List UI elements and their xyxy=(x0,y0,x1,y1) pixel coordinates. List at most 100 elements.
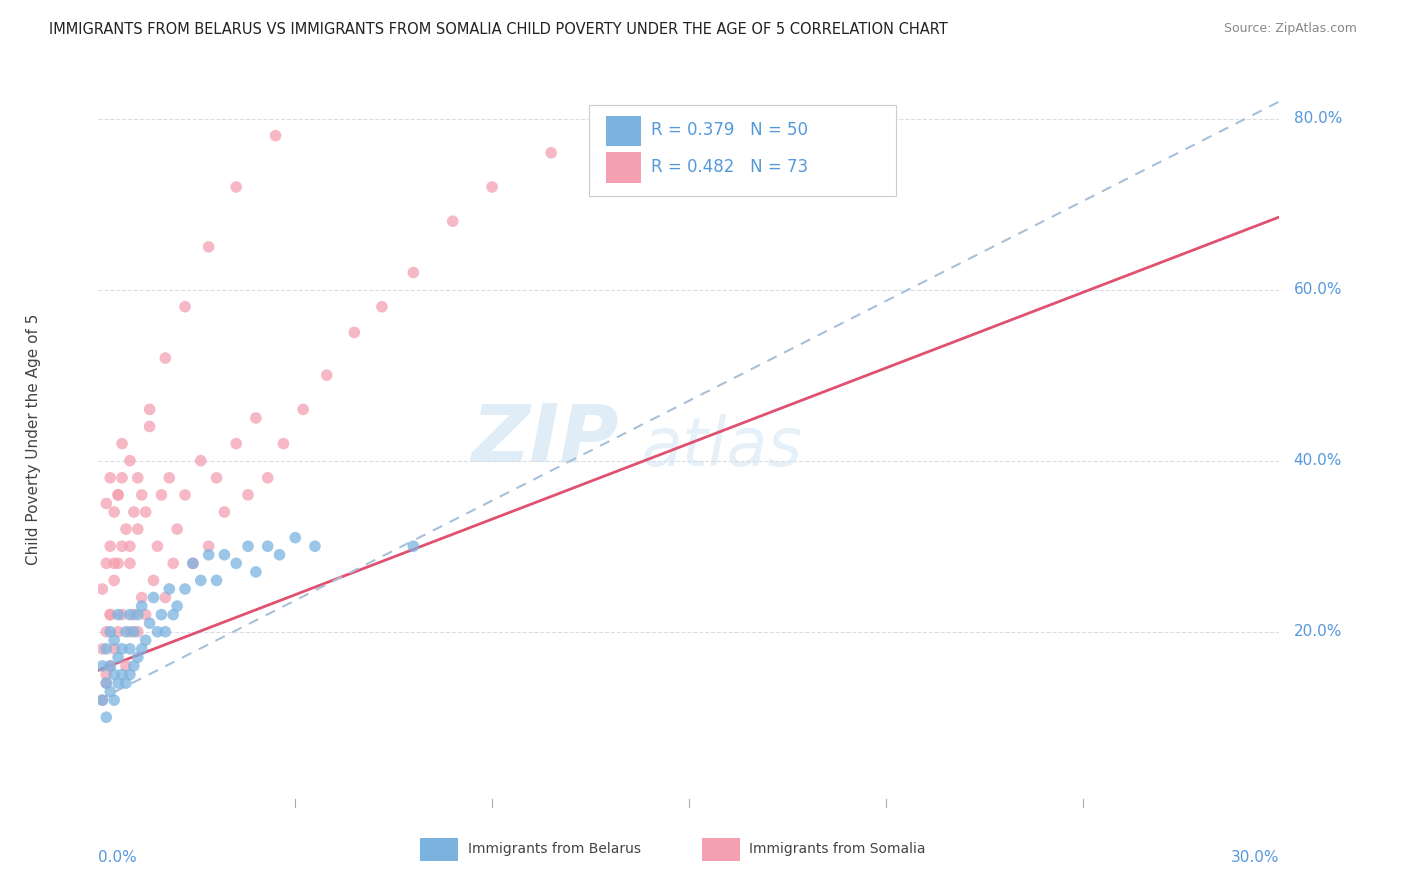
Point xyxy=(118,667,141,681)
Point xyxy=(142,574,165,588)
Point xyxy=(205,574,228,588)
Point xyxy=(197,539,219,553)
Point xyxy=(98,684,121,698)
Point xyxy=(273,436,295,450)
Point xyxy=(96,557,118,571)
Point xyxy=(127,624,149,639)
Text: ZIP: ZIP xyxy=(471,401,619,478)
Point xyxy=(269,548,291,562)
Point xyxy=(103,641,125,656)
Point xyxy=(131,591,153,605)
Point xyxy=(98,659,121,673)
Point xyxy=(122,505,145,519)
Point xyxy=(135,607,157,622)
Point xyxy=(284,531,307,545)
Point xyxy=(150,488,173,502)
Point xyxy=(190,574,212,588)
Point xyxy=(138,402,160,417)
Point xyxy=(107,488,129,502)
Point xyxy=(98,607,121,622)
Point xyxy=(122,607,145,622)
Point xyxy=(98,607,121,622)
Text: Child Poverty Under the Age of 5: Child Poverty Under the Age of 5 xyxy=(25,314,41,565)
Point xyxy=(107,488,129,502)
Point xyxy=(127,607,149,622)
Point xyxy=(214,505,236,519)
Point xyxy=(441,214,464,228)
Point xyxy=(96,710,118,724)
Point xyxy=(118,453,141,467)
Point xyxy=(304,539,326,553)
Point xyxy=(91,641,114,656)
Point xyxy=(127,650,149,665)
Point xyxy=(402,266,425,280)
Point xyxy=(96,624,118,639)
FancyBboxPatch shape xyxy=(606,153,641,183)
Text: Immigrants from Belarus: Immigrants from Belarus xyxy=(468,842,641,856)
Point xyxy=(118,641,141,656)
Text: 30.0%: 30.0% xyxy=(1232,850,1279,865)
Point xyxy=(96,676,118,690)
Point xyxy=(103,667,125,681)
Point xyxy=(256,539,278,553)
Point xyxy=(111,436,134,450)
Point xyxy=(107,650,129,665)
Text: 20.0%: 20.0% xyxy=(1294,624,1341,640)
Text: Immigrants from Somalia: Immigrants from Somalia xyxy=(749,842,927,856)
Point xyxy=(190,453,212,467)
Point xyxy=(174,300,197,314)
Point xyxy=(96,676,118,690)
Text: Source: ZipAtlas.com: Source: ZipAtlas.com xyxy=(1223,22,1357,36)
Point xyxy=(138,419,160,434)
Point xyxy=(107,557,129,571)
Point xyxy=(197,240,219,254)
Text: 0.0%: 0.0% xyxy=(98,850,138,865)
Text: 40.0%: 40.0% xyxy=(1294,453,1341,468)
Point xyxy=(111,539,134,553)
Point xyxy=(122,624,145,639)
Text: R = 0.379   N = 50: R = 0.379 N = 50 xyxy=(651,121,808,139)
Point xyxy=(166,599,188,613)
Point xyxy=(225,557,247,571)
Point xyxy=(371,300,394,314)
Point xyxy=(157,582,180,596)
Point xyxy=(107,676,129,690)
Point xyxy=(91,693,114,707)
Point xyxy=(96,641,118,656)
Point xyxy=(256,471,278,485)
Point xyxy=(103,633,125,648)
Point xyxy=(115,624,138,639)
Point xyxy=(245,411,267,425)
Point xyxy=(98,659,121,673)
Point xyxy=(205,471,228,485)
Point xyxy=(96,496,118,510)
Point xyxy=(103,574,125,588)
Point xyxy=(142,591,165,605)
Point xyxy=(122,659,145,673)
Point xyxy=(162,557,184,571)
Point xyxy=(127,522,149,536)
Point xyxy=(181,557,204,571)
Point xyxy=(127,471,149,485)
Point xyxy=(107,624,129,639)
Point xyxy=(481,180,503,194)
Point xyxy=(96,667,118,681)
Point xyxy=(115,522,138,536)
Point xyxy=(264,128,287,143)
Point xyxy=(402,539,425,553)
Point xyxy=(115,676,138,690)
Point xyxy=(146,539,169,553)
Point xyxy=(225,180,247,194)
Point xyxy=(118,624,141,639)
Point xyxy=(111,641,134,656)
Point xyxy=(225,436,247,450)
Point xyxy=(103,557,125,571)
Point xyxy=(157,471,180,485)
Point xyxy=(166,522,188,536)
Point xyxy=(245,565,267,579)
Point xyxy=(111,471,134,485)
Point xyxy=(174,582,197,596)
Point xyxy=(155,624,177,639)
Point xyxy=(146,624,169,639)
Point xyxy=(540,145,562,160)
